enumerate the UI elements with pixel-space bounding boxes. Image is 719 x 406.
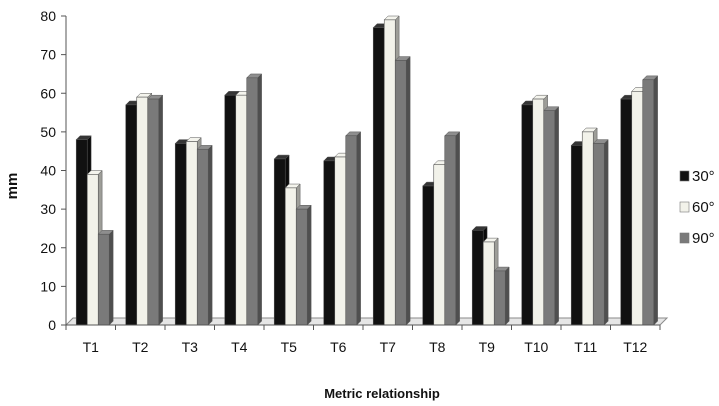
bar	[493, 266, 510, 326]
y-tick-label: 10	[40, 278, 56, 294]
legend-swatch	[679, 170, 690, 182]
legend-item: 30°	[679, 168, 715, 185]
bars	[75, 15, 659, 326]
legend-item: 60°	[679, 199, 715, 216]
x-tick-label: T11	[574, 339, 597, 355]
bar	[642, 75, 659, 326]
bar-side	[554, 106, 559, 326]
bar-front	[284, 187, 297, 326]
bar-side	[257, 73, 262, 326]
bar-front	[444, 135, 457, 326]
bar	[394, 55, 411, 326]
bar-front	[334, 156, 347, 326]
x-tick-label: T5	[281, 339, 298, 355]
x-axis: T1 T2 T3 T4 T5 T6 T7 T8 T9 T10 T11 T12	[65, 324, 661, 355]
x-tick-label: T10	[524, 339, 548, 355]
bar-front	[631, 91, 644, 326]
bar-side	[307, 204, 312, 326]
bar-side	[109, 229, 114, 326]
bar-side	[356, 131, 361, 326]
bar-front	[224, 94, 237, 326]
bar-front	[147, 98, 160, 326]
bar	[97, 229, 114, 326]
x-tick-label: T1	[83, 339, 100, 355]
bar-side	[653, 75, 658, 326]
bar	[246, 73, 263, 326]
bar	[147, 94, 164, 326]
bar-front	[581, 131, 594, 326]
bar-front	[136, 96, 149, 326]
legend-label: 60°	[692, 199, 715, 216]
y-tick-label: 60	[40, 85, 56, 101]
bar-side	[505, 266, 510, 326]
bar-front	[174, 143, 187, 326]
bar-front	[620, 98, 633, 326]
bar-front	[345, 135, 358, 326]
bar-front	[273, 158, 286, 326]
bar-front	[372, 27, 385, 326]
bar	[444, 131, 461, 326]
bar-front	[125, 104, 138, 326]
bar-front	[482, 241, 495, 326]
bar-front	[97, 233, 110, 326]
bar-front	[521, 104, 534, 326]
bar-front	[493, 270, 506, 326]
x-axis-title: Metric relationship	[324, 386, 440, 401]
bar-side	[158, 94, 163, 326]
bar-side	[455, 131, 460, 326]
bar-front	[471, 230, 484, 326]
bar-front	[642, 79, 655, 326]
bar	[345, 131, 362, 326]
y-tick-label: 80	[40, 8, 56, 24]
bar-front	[433, 164, 446, 326]
y-tick-label: 30	[40, 201, 56, 217]
bar	[592, 139, 609, 326]
bar-front	[235, 94, 248, 326]
bar-front	[383, 19, 396, 326]
y-tick-label: 40	[40, 163, 56, 179]
bar-front	[196, 148, 209, 326]
bar-front	[75, 139, 88, 326]
bar-side	[604, 139, 609, 326]
bar-front	[295, 208, 308, 326]
legend-swatch	[679, 232, 690, 244]
bar-side	[406, 55, 411, 326]
legend-label: 90°	[692, 230, 715, 247]
bar	[543, 106, 560, 326]
bar-front	[422, 185, 435, 326]
y-tick-label: 20	[40, 240, 56, 256]
bar-front	[570, 145, 583, 326]
x-tick-label: T6	[330, 339, 347, 355]
bar-side	[208, 144, 213, 326]
y-tick-label: 50	[40, 124, 56, 140]
legend-swatch	[679, 201, 690, 213]
x-tick-label: T12	[623, 339, 647, 355]
legend-item: 90°	[679, 230, 715, 247]
x-tick-label: T4	[231, 339, 248, 355]
x-tick-label: T9	[479, 339, 496, 355]
bar-front	[532, 98, 545, 326]
bar-front	[185, 141, 198, 326]
x-tick-label: T2	[132, 339, 149, 355]
y-axis-title: mm	[4, 173, 21, 200]
bar-front	[246, 77, 259, 326]
bar-front	[543, 110, 556, 326]
legend: 30° 60° 90°	[679, 168, 715, 247]
bar-front	[323, 160, 336, 326]
x-tick-label: T3	[182, 339, 199, 355]
y-tick-label: 70	[40, 47, 56, 63]
bar-front	[592, 143, 605, 326]
x-tick-label: T7	[380, 339, 397, 355]
y-axis: 0 10 20 30 40 50 60 70 80	[40, 8, 67, 333]
bar-front	[86, 174, 99, 326]
bar-front	[394, 60, 407, 326]
bar	[295, 204, 312, 326]
bar	[196, 144, 213, 326]
legend-label: 30°	[692, 168, 715, 185]
x-tick-label: T8	[429, 339, 446, 355]
y-tick-label: 0	[48, 317, 56, 333]
